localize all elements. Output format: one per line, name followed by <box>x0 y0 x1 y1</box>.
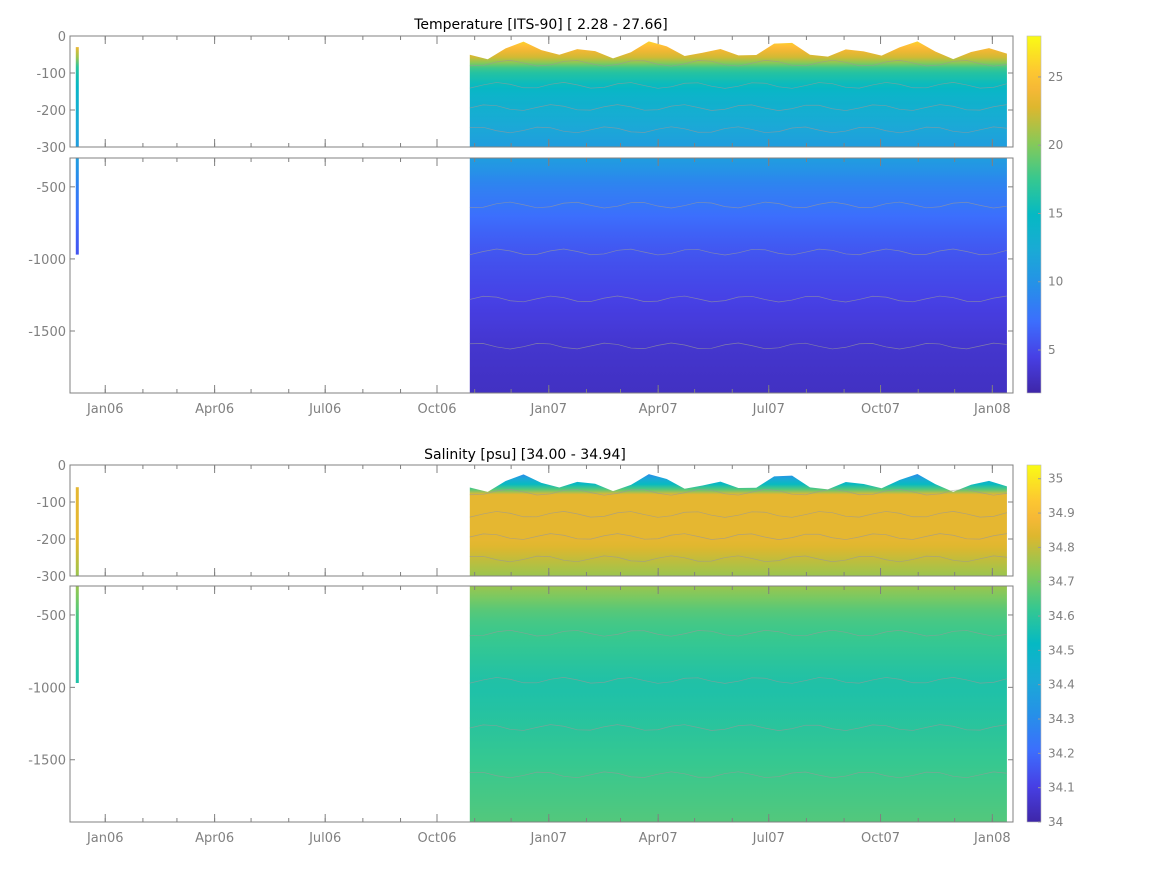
isolated-cast <box>75 47 79 147</box>
x-tick-label: Jan06 <box>86 831 124 846</box>
isolated-cast <box>75 586 79 684</box>
contour-line <box>469 126 1007 134</box>
contour-line <box>469 724 1007 731</box>
colorbar <box>1026 35 1042 394</box>
section-field <box>469 41 1007 147</box>
x-tick-label: Oct07 <box>861 831 900 846</box>
section-field <box>469 586 1007 822</box>
x-tick-label: Apr07 <box>639 402 678 417</box>
x-tick-label: Oct06 <box>417 402 456 417</box>
contour-line <box>469 342 1007 350</box>
colorbar-tick-label: 34.7 <box>1048 575 1075 589</box>
contour-line <box>469 771 1007 779</box>
x-tick-label: Apr06 <box>195 402 234 417</box>
x-tick-label: Jan06 <box>86 402 124 417</box>
contour-line <box>469 82 1008 89</box>
temperature-chart: Temperature [ITS-90] [ 2.28 - 27.66] 0 -1… <box>28 17 1063 417</box>
y-tick-label: -300 <box>36 570 66 585</box>
x-tick-label: Oct07 <box>861 402 900 417</box>
contour-line <box>469 201 1007 209</box>
isolated-cast <box>75 158 79 255</box>
colorbar-tick-label: 34.5 <box>1048 643 1075 657</box>
salinity-chart: Salinity [psu] [34.00 - 34.94] 0 -100 -200… <box>28 447 1075 846</box>
colorbar-tick-label: 34 <box>1048 815 1063 829</box>
colorbar-tick-label: 34.1 <box>1048 781 1075 795</box>
chart-title: Temperature [ITS-90] [ 2.28 - 27.66] <box>413 17 668 33</box>
y-tick-label: -100 <box>36 67 66 82</box>
contour-line <box>469 629 1007 637</box>
colorbar-tick-label: 34.6 <box>1048 609 1075 623</box>
contour-line <box>469 248 1008 256</box>
y-tick-label: -300 <box>36 141 66 156</box>
colorbar-tick-label: 34.2 <box>1048 746 1075 760</box>
contour-line <box>469 555 1007 563</box>
contour-line <box>469 533 1007 540</box>
x-tick-label: Jan07 <box>529 402 567 417</box>
colorbar-tick-label: 34.9 <box>1048 506 1075 520</box>
y-tick-label: -200 <box>36 533 66 548</box>
contour-line <box>469 488 1007 496</box>
contour-line <box>469 511 1008 518</box>
x-tick-label: Jan08 <box>973 402 1011 417</box>
x-tick-label: Jul06 <box>308 402 341 417</box>
y-tick-label: -500 <box>36 609 66 624</box>
colorbar-tick-label: 20 <box>1048 138 1063 152</box>
colorbar-tick-label: 34.8 <box>1048 540 1075 554</box>
axes-frame <box>69 35 1014 148</box>
y-tick-label: -1500 <box>28 325 66 340</box>
axes-frame <box>69 157 1014 394</box>
y-tick-label: -200 <box>36 104 66 119</box>
axes-frame <box>69 464 1014 577</box>
contour-line <box>469 104 1007 111</box>
y-tick-label: -1500 <box>28 754 66 769</box>
colorbar-tick-label: 25 <box>1048 70 1063 84</box>
colorbar-tick-label: 34.3 <box>1048 712 1075 726</box>
colorbar-tick-label: 5 <box>1048 343 1056 357</box>
contour-line <box>469 677 1008 684</box>
x-tick-label: Jul07 <box>752 402 785 417</box>
colorbar <box>1026 464 1042 823</box>
colorbar-tick-label: 15 <box>1048 206 1063 220</box>
contour-line <box>469 295 1007 303</box>
x-tick-label: Oct06 <box>417 831 456 846</box>
x-tick-label: Apr06 <box>195 831 234 846</box>
y-tick-label: 0 <box>58 30 66 45</box>
chart-title: Salinity [psu] [34.00 - 34.94] <box>424 447 626 463</box>
x-tick-label: Jan07 <box>529 831 567 846</box>
isolated-cast <box>75 487 79 576</box>
section-field <box>469 474 1007 576</box>
y-tick-label: -100 <box>36 496 66 511</box>
y-tick-label: -500 <box>36 181 66 196</box>
x-tick-label: Apr07 <box>639 831 678 846</box>
colorbar-tick-label: 10 <box>1048 275 1063 289</box>
x-tick-label: Jul07 <box>752 831 785 846</box>
y-tick-label: -1000 <box>28 253 66 268</box>
section-field <box>469 158 1007 393</box>
y-tick-label: -1000 <box>28 681 66 696</box>
y-tick-label: 0 <box>58 459 66 474</box>
x-tick-label: Jan08 <box>973 831 1011 846</box>
axes-frame <box>69 585 1014 823</box>
x-tick-label: Jul06 <box>308 831 341 846</box>
colorbar-tick-label: 35 <box>1048 472 1063 486</box>
contour-line <box>469 59 1007 67</box>
colorbar-tick-label: 34.4 <box>1048 678 1075 692</box>
